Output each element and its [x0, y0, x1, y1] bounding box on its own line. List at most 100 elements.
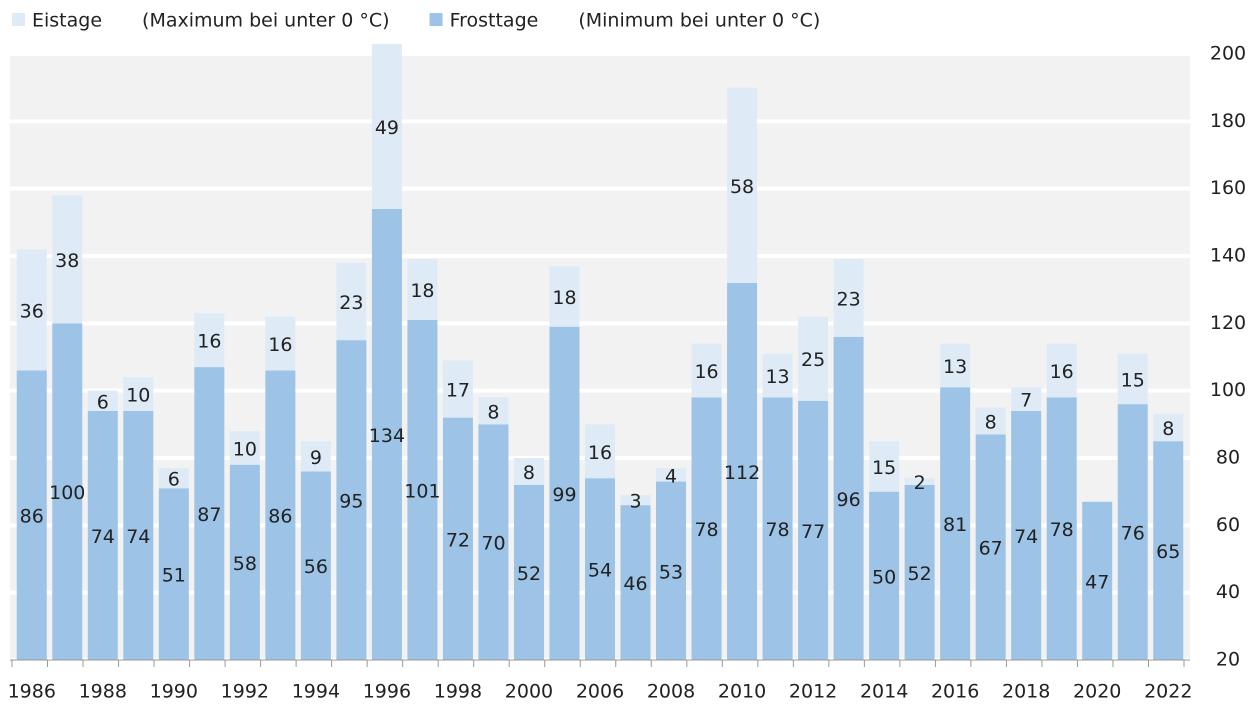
bar-segment	[513, 458, 544, 485]
data-label: 87	[197, 504, 221, 526]
data-label: 15	[872, 457, 896, 479]
x-tick-label: 1994	[292, 681, 340, 703]
data-label: 8	[985, 411, 997, 433]
data-label: 8	[523, 462, 535, 484]
bar-segment	[336, 262, 367, 341]
bar-segment	[478, 397, 509, 425]
bar-segment	[1153, 441, 1184, 660]
data-label: 53	[659, 561, 683, 583]
data-label: 78	[694, 519, 718, 541]
bar-segment	[833, 336, 864, 660]
data-label: 8	[1162, 418, 1174, 440]
data-label: 74	[126, 526, 150, 548]
bar-segment	[229, 464, 260, 660]
data-label: 74	[91, 526, 115, 548]
bar-segment	[194, 313, 225, 368]
data-label: 58	[233, 553, 257, 575]
legend-description: (Minimum bei unter 0 °C)	[578, 10, 820, 32]
bar-segment	[265, 316, 296, 371]
x-tick-label: 1986	[8, 681, 56, 703]
bar-segment	[762, 397, 793, 660]
data-label: 78	[1050, 519, 1074, 541]
bar-segment	[1011, 410, 1042, 660]
data-label: 86	[20, 506, 44, 528]
x-tick-label: 2016	[931, 681, 979, 703]
data-label: 10	[126, 385, 150, 407]
bar-segment	[798, 316, 829, 401]
bar-segment	[371, 208, 402, 660]
y-tick-label: 160	[1210, 177, 1246, 199]
data-label: 38	[55, 250, 79, 272]
legend-label: Eistage	[32, 10, 102, 32]
bar-segment	[513, 484, 544, 660]
data-label: 81	[943, 514, 967, 536]
data-label: 65	[1156, 541, 1180, 563]
x-tick-label: 2000	[505, 681, 553, 703]
legend-label: Frosttage	[450, 10, 539, 32]
bar-segment	[300, 441, 331, 472]
data-label: 86	[268, 506, 292, 528]
bar-segment	[1153, 414, 1184, 442]
bar-segment	[549, 326, 580, 660]
bar-segment	[904, 484, 935, 660]
x-tick-label: 2018	[1002, 681, 1050, 703]
data-label: 16	[197, 331, 221, 353]
data-label: 8	[487, 401, 499, 423]
x-tick-label: 2014	[860, 681, 908, 703]
bar-segment	[336, 340, 367, 660]
bar-segment	[442, 360, 473, 418]
y-tick-label: 100	[1210, 379, 1246, 401]
bar-segment	[727, 87, 758, 283]
bar-segment	[87, 410, 118, 660]
x-tick-label: 2012	[789, 681, 837, 703]
x-tick-label: 1996	[363, 681, 411, 703]
data-label: 16	[588, 442, 612, 464]
bar-segment	[16, 370, 47, 660]
bar-segment	[656, 468, 687, 482]
bar-segment	[727, 282, 758, 660]
bar-segment	[16, 249, 47, 371]
data-label: 78	[765, 519, 789, 541]
bar-segment	[798, 400, 829, 660]
x-tick-label: 1992	[221, 681, 269, 703]
bar-segment	[940, 387, 971, 660]
bar-segment	[975, 434, 1006, 660]
y-tick-label: 60	[1216, 514, 1240, 536]
bar-segment	[904, 478, 935, 485]
x-tick-label: 2006	[576, 681, 624, 703]
y-tick-label: 180	[1210, 110, 1246, 132]
bar-segment	[585, 424, 615, 479]
data-label: 77	[801, 521, 825, 543]
x-tick-label: 1988	[79, 681, 127, 703]
data-label: 74	[1014, 526, 1038, 548]
x-tick-label: 2010	[718, 681, 766, 703]
bar-segment	[1082, 501, 1113, 660]
data-label: 25	[801, 349, 825, 371]
data-label: 134	[369, 425, 405, 447]
data-label: 47	[1085, 571, 1109, 593]
data-label: 56	[304, 556, 328, 578]
bar-segment	[762, 353, 793, 398]
x-tick-label: 2020	[1073, 681, 1121, 703]
data-label: 51	[162, 565, 186, 587]
data-label: 16	[1050, 361, 1074, 383]
bar-segment	[549, 266, 580, 327]
data-label: 18	[410, 280, 434, 302]
data-label: 50	[872, 566, 896, 588]
x-tick-label: 1998	[434, 681, 482, 703]
data-label: 4	[665, 465, 677, 487]
bar-segment	[478, 424, 509, 660]
y-tick-label: 40	[1216, 581, 1240, 603]
bar-segment	[585, 478, 615, 660]
data-label: 52	[908, 563, 932, 585]
bar-segment	[371, 43, 402, 209]
data-label: 13	[943, 356, 967, 378]
data-label: 112	[724, 462, 760, 484]
data-label: 6	[168, 469, 180, 491]
bar-segment	[442, 417, 473, 660]
bar-segment	[975, 407, 1006, 435]
bar-segment	[691, 343, 722, 398]
bar-segment	[407, 319, 438, 660]
data-label: 96	[837, 489, 861, 511]
